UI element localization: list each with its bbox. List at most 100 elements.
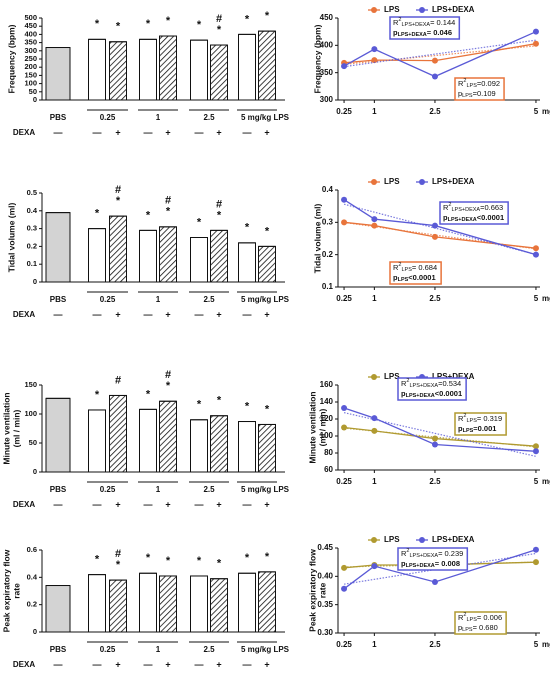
x-axis-label: mg/kg LPS: [542, 640, 550, 649]
stats-part: LPS+DEXA: [451, 207, 480, 213]
dexa-symbol: —: [195, 659, 204, 669]
bar: [139, 38, 157, 101]
stats-box-frame: [439, 201, 509, 225]
dexa-symbol: —: [144, 499, 153, 509]
series-line: [343, 199, 537, 256]
y-tick-label: 120: [320, 414, 334, 423]
x-tick-label: 1: [156, 645, 161, 654]
y-axis-label: Tidal volume (ml): [6, 202, 16, 272]
stats-part: = 0.008: [435, 559, 460, 568]
dexa-symbol: —: [144, 127, 153, 137]
significance-mark: *: [265, 225, 270, 237]
dexa-label: DEXA: [13, 500, 35, 509]
point: [532, 40, 539, 47]
point: [341, 196, 348, 203]
regression-line: [343, 221, 537, 250]
significance-mark: *: [265, 403, 270, 415]
significance-mark: *: [95, 554, 100, 566]
significance-mark: *: [265, 10, 270, 22]
y-axis-label: Frequency (bpm): [6, 24, 16, 93]
series-line: [343, 549, 537, 590]
y-tick-label: 0.1: [322, 282, 334, 291]
stats-part: 2: [463, 413, 466, 419]
dexa-symbol: +: [216, 309, 221, 319]
significance-mark: *: [245, 222, 250, 234]
point: [532, 448, 539, 455]
legend-label: LPS: [384, 372, 400, 381]
y-tick-label: 400: [320, 40, 334, 49]
bar: [45, 585, 71, 633]
significance-mark: *: [95, 389, 100, 401]
x-tick-label: PBS: [50, 113, 67, 122]
bar: [45, 212, 71, 283]
stats-part: LPS+DEXA: [398, 32, 427, 38]
stats-part: 2: [406, 378, 409, 384]
significance-mark: #: [216, 13, 222, 25]
significance-mark: *: [95, 18, 100, 30]
stats-part: LPS: [466, 418, 477, 424]
stats-part: <0.0001: [477, 213, 504, 222]
stats-part: LPS+DEXA: [401, 22, 430, 28]
bar: [258, 423, 276, 473]
stats-part: R: [401, 379, 407, 388]
y-tick-label: 60: [324, 465, 333, 474]
y-tick-label: 0.40: [317, 571, 333, 580]
bar: [109, 41, 127, 101]
dexa-label: DEXA: [13, 660, 35, 669]
y-tick-label: 0.2: [322, 250, 334, 259]
bar: [109, 215, 127, 283]
bar: [238, 421, 256, 473]
bar: [139, 408, 157, 473]
point: [341, 585, 348, 592]
y-tick-label: 0.3: [322, 217, 334, 226]
point: [341, 424, 348, 431]
series-line: [343, 426, 537, 447]
dexa-symbol: —: [195, 309, 204, 319]
significance-mark: #: [115, 374, 121, 386]
dexa-symbol: —: [144, 659, 153, 669]
point: [371, 427, 378, 434]
y-tick-label: 80: [324, 448, 333, 457]
point: [341, 404, 348, 411]
stats-part: = 0.006: [477, 613, 502, 622]
y-tick-label: 450: [320, 13, 334, 22]
x-tick-label: 0.25: [100, 645, 116, 654]
y-tick-label: 0: [33, 627, 37, 636]
stats-part: = 0.046: [427, 28, 452, 37]
stats-part: p: [401, 559, 406, 568]
x-tick-label: 1: [156, 295, 161, 304]
point: [431, 435, 438, 442]
stats-box-frame: [389, 261, 442, 285]
stats-box-frame: [389, 16, 461, 40]
bar: [258, 245, 276, 283]
legend-marker: [371, 374, 377, 380]
stats-part: R: [393, 263, 399, 272]
dexa-symbol: —: [93, 659, 102, 669]
x-tick-label: 5: [534, 640, 539, 649]
stats-part: LPS+DEXA: [406, 393, 435, 399]
significance-mark: #: [165, 195, 171, 207]
x-tick-label: 0.25: [100, 295, 116, 304]
bar: [258, 571, 276, 633]
stats-part: =0.534: [438, 379, 461, 388]
dexa-symbol: +: [216, 499, 221, 509]
bar: [45, 397, 71, 473]
dexa-symbol: +: [115, 309, 120, 319]
bar: [238, 242, 256, 283]
dexa-symbol: —: [93, 499, 102, 509]
point: [532, 245, 539, 252]
significance-mark: *: [197, 399, 202, 411]
significance-mark: *: [217, 209, 222, 221]
regression-line: [343, 39, 537, 68]
significance-mark: *: [197, 216, 202, 228]
significance-mark: #: [115, 184, 121, 196]
y-tick-label: 0: [33, 95, 37, 104]
significance-mark: *: [245, 552, 250, 564]
x-tick-label: PBS: [50, 485, 67, 494]
x-tick-label: PBS: [50, 295, 67, 304]
y-tick-label: 50: [29, 87, 37, 96]
dexa-symbol: —: [54, 499, 63, 509]
y-axis-label: rate: [11, 583, 21, 599]
